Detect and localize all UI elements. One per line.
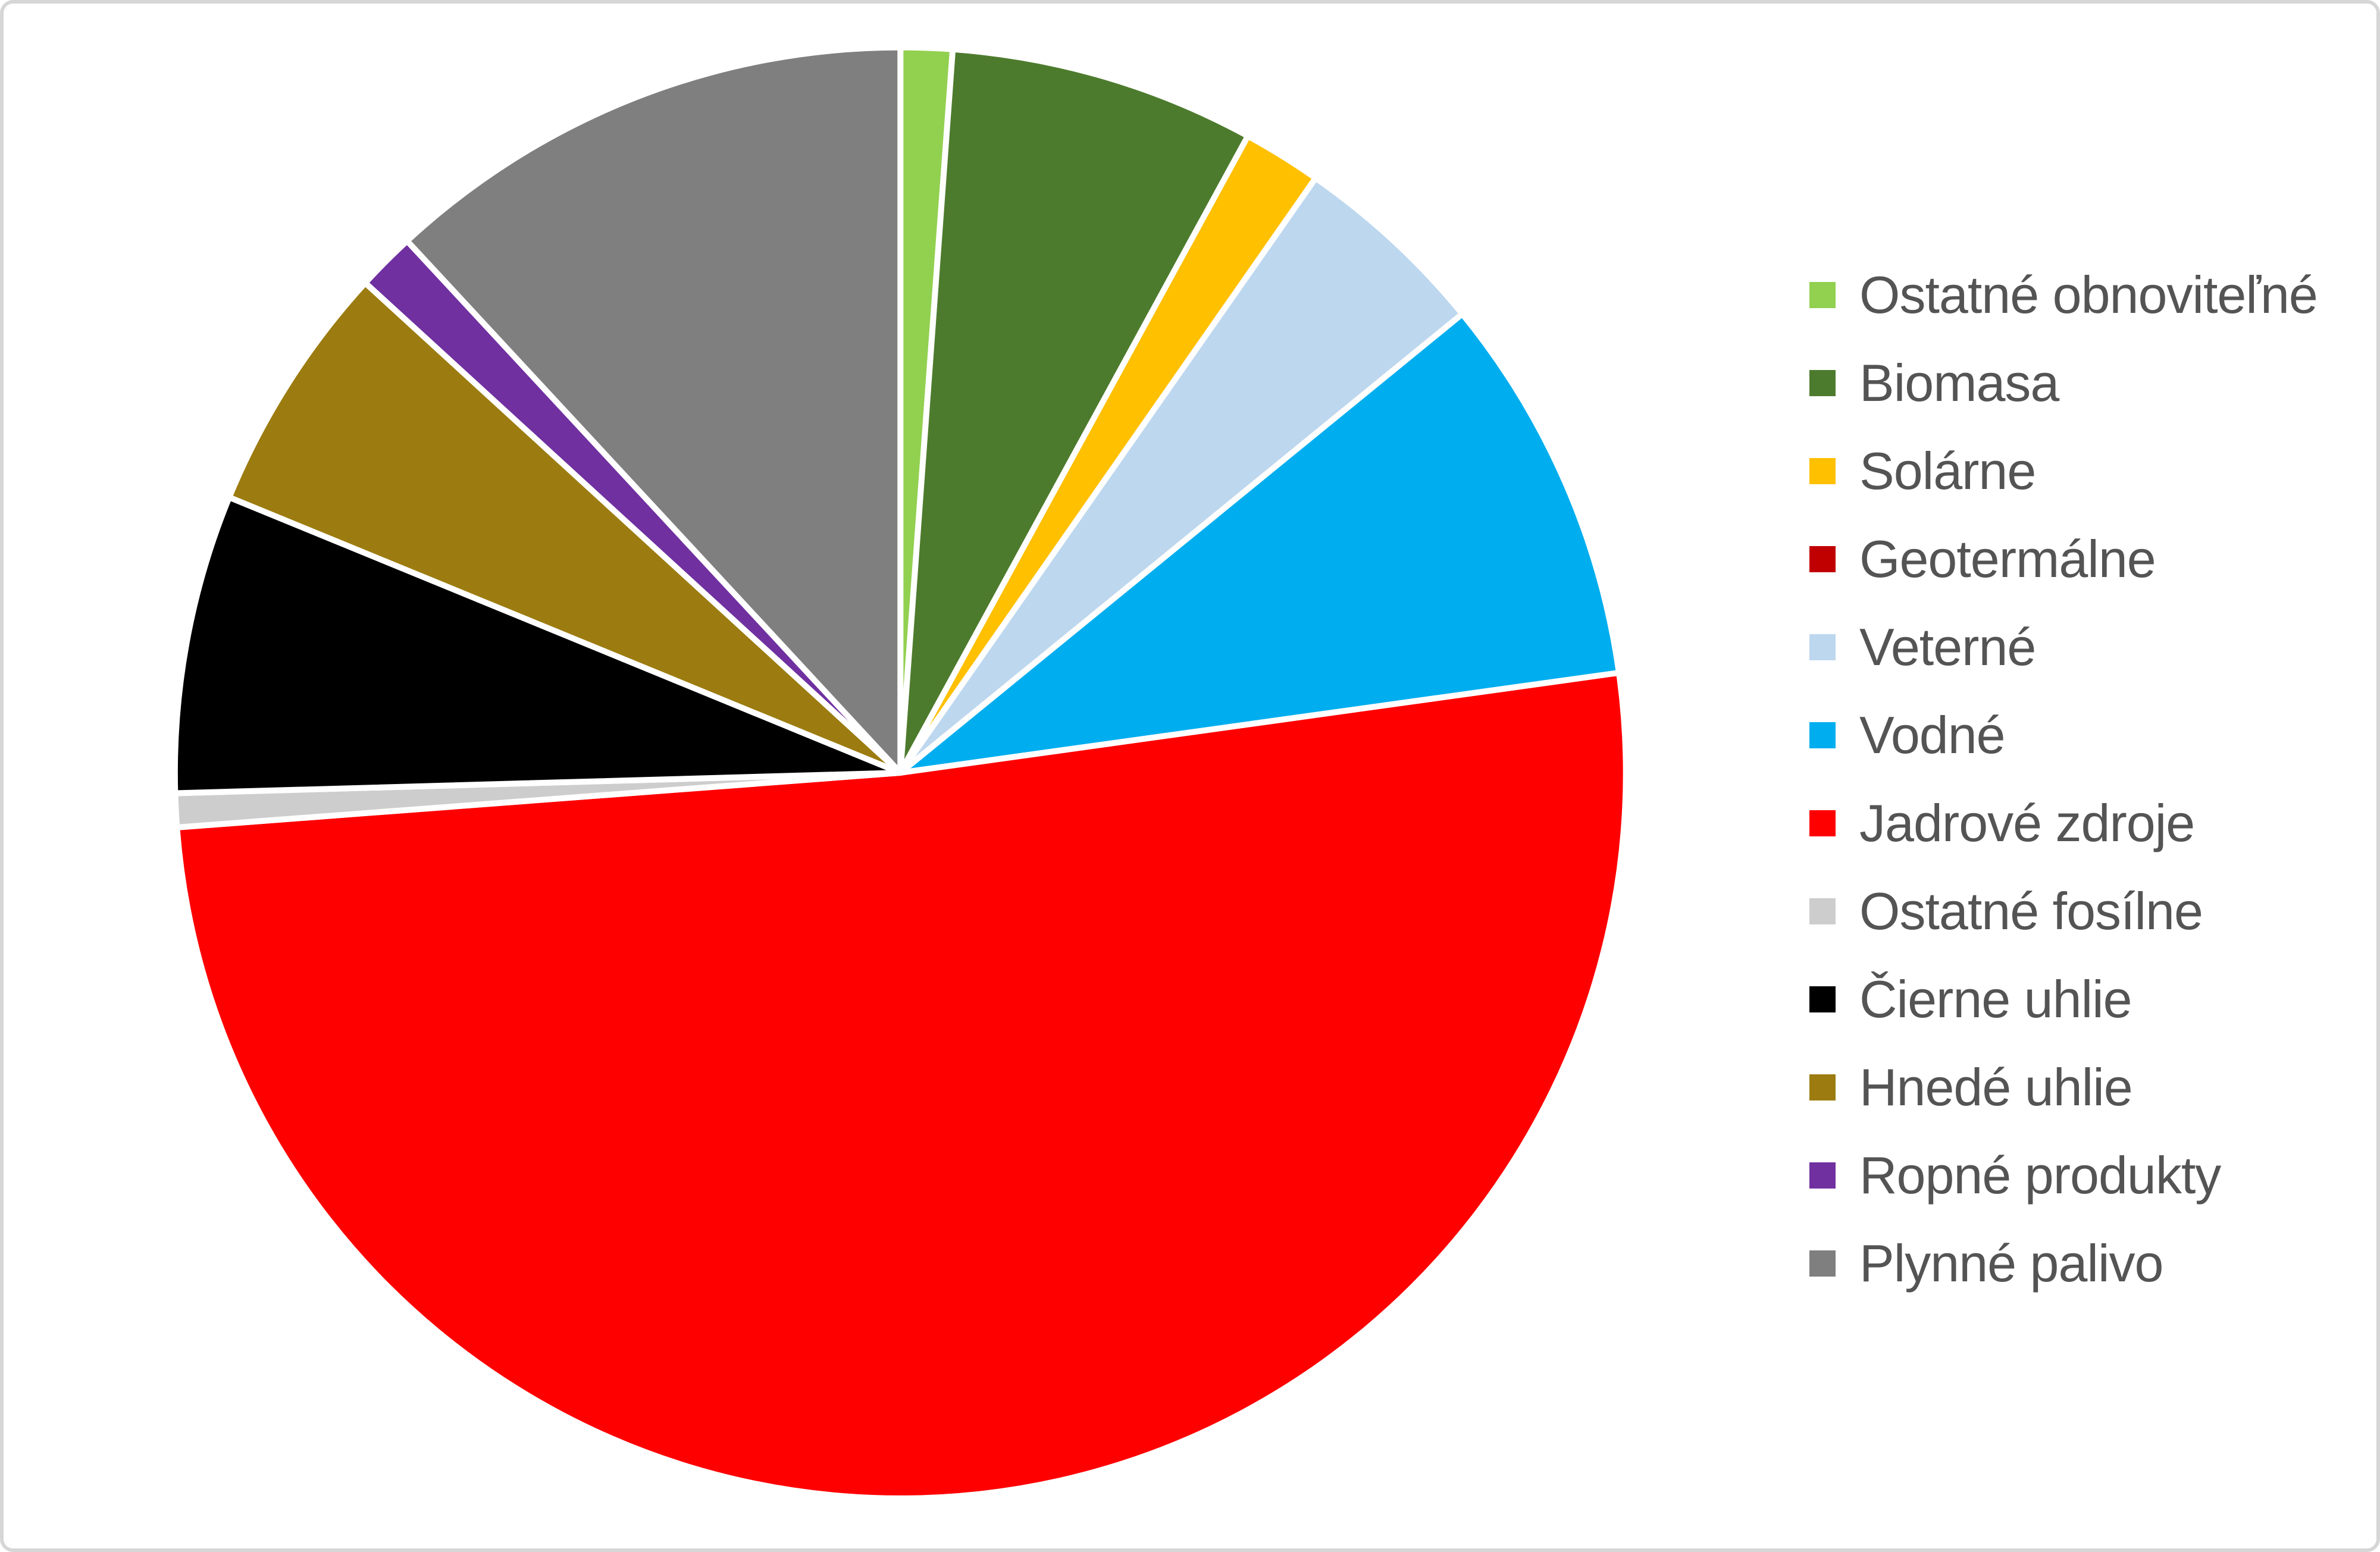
- pie-slices: [171, 44, 1629, 1501]
- pie-slice-hnede-uhlie: [226, 280, 904, 776]
- legend-item: Vodné: [1809, 709, 2318, 761]
- legend-swatch: [1809, 1162, 1836, 1189]
- legend-label: Čierne uhlie: [1859, 970, 2132, 1029]
- legend-item: Hnedé uhlie: [1809, 1061, 2318, 1114]
- legend-swatch: [1809, 546, 1836, 572]
- legend-label: Ostatné obnoviteľné: [1859, 265, 2318, 324]
- legend-label: Biomasa: [1859, 353, 2059, 412]
- pie-slice-vodne: [897, 311, 1622, 776]
- pie-slice-veterne: [897, 175, 1465, 776]
- legend-swatch: [1809, 986, 1836, 1012]
- legend-swatch: [1809, 634, 1836, 660]
- legend-label: Vodné: [1859, 706, 2006, 764]
- pie-slice-biomasa: [897, 46, 1251, 776]
- legend-swatch: [1809, 810, 1836, 836]
- legend-item: Ostatné fosílne: [1809, 885, 2318, 938]
- legend-label: Plynné palivo: [1859, 1234, 2163, 1293]
- legend-item: Geotermálne: [1809, 533, 2318, 585]
- legend-item: Ostatné obnoviteľné: [1809, 269, 2318, 321]
- legend-swatch: [1809, 370, 1836, 396]
- legend-swatch: [1809, 1250, 1836, 1277]
- legend-item: Plynné palivo: [1809, 1237, 2318, 1290]
- pie-chart: [171, 44, 1629, 1501]
- legend-swatch: [1809, 1074, 1836, 1100]
- legend-label: Geotermálne: [1859, 529, 2156, 588]
- legend-label: Jadrové zdroje: [1859, 794, 2195, 852]
- legend-swatch: [1809, 282, 1836, 308]
- pie-slice-cierne-uhlie: [171, 494, 904, 797]
- legend-item: Jadrové zdroje: [1809, 797, 2318, 849]
- legend-swatch: [1809, 722, 1836, 748]
- legend-item: Ropné produkty: [1809, 1149, 2318, 1202]
- pie-slice-jadrove-zdroje: [174, 670, 1629, 1501]
- legend-label: Veterné: [1859, 617, 2036, 676]
- legend-item: Čierne uhlie: [1809, 973, 2318, 1026]
- legend-item: Veterné: [1809, 621, 2318, 673]
- legend-label: Ropné produkty: [1859, 1146, 2221, 1205]
- legend-item: Biomasa: [1809, 357, 2318, 409]
- legend: Ostatné obnoviteľné Biomasa Solárne Geoterm…: [1809, 269, 2318, 1290]
- legend-swatch: [1809, 898, 1836, 924]
- pie-slice-plynne-palivo: [404, 44, 904, 776]
- legend-label: Solárne: [1859, 441, 2036, 500]
- legend-swatch: [1809, 458, 1836, 484]
- legend-item: Solárne: [1809, 445, 2318, 497]
- legend-label: Hnedé uhlie: [1859, 1058, 2133, 1117]
- legend-label: Ostatné fosílne: [1859, 882, 2203, 940]
